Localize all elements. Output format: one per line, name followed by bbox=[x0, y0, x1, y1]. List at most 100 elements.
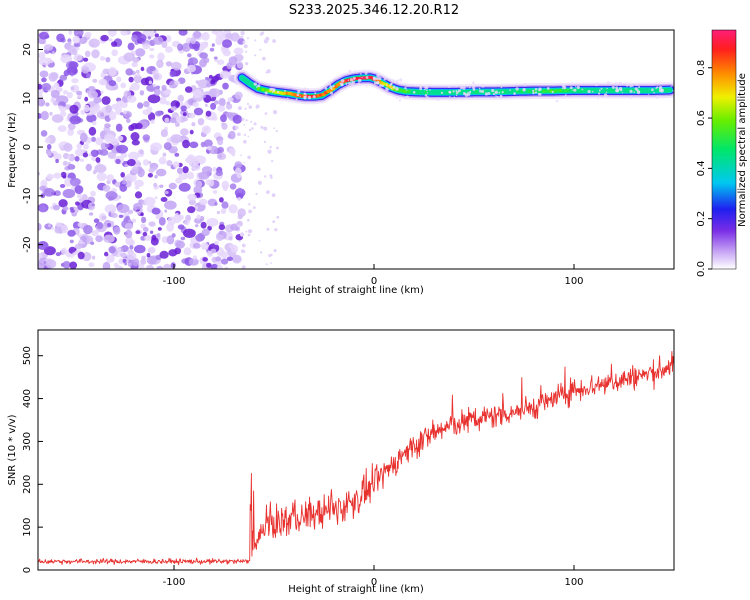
noise-blob bbox=[245, 230, 248, 233]
noise-blob bbox=[150, 119, 155, 124]
top-y-tick-label: 0 bbox=[22, 144, 33, 150]
ridge-speckle bbox=[621, 92, 623, 94]
noise-blob bbox=[80, 109, 86, 115]
colorbar-tick-label: 0.2 bbox=[696, 211, 707, 227]
noise-blob bbox=[226, 256, 233, 262]
noise-blob bbox=[52, 100, 59, 106]
ridge-speckle bbox=[424, 86, 427, 89]
ridge-speckle bbox=[379, 84, 382, 87]
ridge-band bbox=[234, 69, 674, 105]
noise-blob bbox=[93, 96, 102, 104]
noise-blob bbox=[70, 86, 75, 91]
noise-blob bbox=[241, 243, 246, 248]
noise-blob bbox=[248, 128, 252, 132]
ridge-speckle bbox=[307, 95, 312, 100]
noise-blob bbox=[222, 185, 228, 191]
noise-blob bbox=[134, 244, 146, 254]
noise-blob bbox=[264, 112, 268, 115]
noise-blob bbox=[125, 173, 137, 183]
noise-blob bbox=[191, 122, 196, 127]
noise-blob bbox=[90, 241, 95, 245]
noise-blob bbox=[128, 76, 134, 83]
noise-blob bbox=[208, 74, 213, 79]
ridge-speckle bbox=[561, 84, 566, 88]
ridge-speckle bbox=[365, 76, 369, 79]
ridge-speckle bbox=[659, 89, 661, 91]
noise-blob bbox=[129, 244, 134, 250]
noise-blob bbox=[91, 230, 99, 237]
noise-blob bbox=[39, 70, 49, 78]
ridge-speckle bbox=[419, 85, 423, 89]
noise-blob bbox=[170, 262, 176, 269]
noise-blob bbox=[124, 164, 129, 168]
noise-blob bbox=[225, 112, 234, 118]
ridge-speckle bbox=[348, 82, 352, 86]
noise-blob bbox=[212, 190, 218, 194]
noise-blob bbox=[174, 152, 180, 157]
noise-blob bbox=[81, 66, 90, 74]
noise-blob bbox=[175, 212, 179, 217]
noise-blob bbox=[206, 145, 212, 151]
ridge-speckle bbox=[330, 91, 333, 95]
top-y-tick-label: 20 bbox=[22, 43, 33, 56]
noise-blob bbox=[105, 57, 111, 63]
noise-blob bbox=[67, 128, 74, 136]
noise-blob bbox=[155, 168, 167, 177]
noise-blob bbox=[220, 251, 229, 259]
noise-blob bbox=[134, 122, 143, 130]
ridge-speckle bbox=[501, 91, 504, 94]
ridge-speckle bbox=[522, 88, 526, 92]
ridge-speckle bbox=[448, 85, 451, 88]
noise-blob bbox=[219, 230, 224, 235]
noise-blob bbox=[103, 133, 115, 143]
noise-blob bbox=[211, 116, 218, 121]
noise-blob bbox=[113, 226, 121, 235]
ridge-speckle bbox=[392, 85, 396, 89]
ridge-speckle bbox=[389, 84, 392, 87]
noise-blob bbox=[101, 215, 107, 220]
ridge-speckle bbox=[496, 96, 499, 98]
noise-blob bbox=[96, 172, 107, 182]
colorbar-tick-label: 0.6 bbox=[696, 110, 707, 126]
noise-blob bbox=[188, 112, 196, 119]
noise-blob bbox=[148, 246, 156, 254]
noise-blob bbox=[131, 166, 139, 174]
noise-blob bbox=[266, 190, 270, 195]
noise-blob bbox=[90, 190, 96, 197]
noise-blob bbox=[53, 153, 62, 161]
bottom-y-tick-label: 500 bbox=[22, 346, 33, 365]
noise-blob bbox=[100, 90, 104, 94]
ridge-speckle bbox=[312, 95, 316, 99]
noise-blob bbox=[45, 102, 50, 107]
noise-blob bbox=[140, 212, 144, 217]
noise-blob bbox=[146, 255, 157, 265]
noise-blob bbox=[140, 66, 145, 71]
noise-blob bbox=[68, 246, 77, 254]
ridge-speckle bbox=[638, 86, 641, 88]
noise-blob bbox=[231, 151, 236, 157]
noise-blob bbox=[89, 212, 94, 216]
noise-blob bbox=[68, 153, 75, 162]
noise-blob bbox=[201, 125, 211, 135]
noise-blob bbox=[74, 148, 84, 157]
noise-blob bbox=[143, 100, 150, 108]
ridge-speckle bbox=[345, 82, 348, 86]
ridge-speckle bbox=[277, 91, 280, 94]
noise-blob bbox=[170, 134, 183, 144]
noise-blob bbox=[169, 70, 176, 78]
noise-blob bbox=[240, 31, 245, 36]
noise-blob bbox=[117, 135, 124, 142]
noise-blob bbox=[107, 223, 112, 227]
noise-blob bbox=[156, 59, 164, 68]
ridge-speckle bbox=[563, 95, 566, 99]
noise-blob bbox=[183, 247, 192, 256]
noise-blob bbox=[74, 156, 80, 162]
noise-blob bbox=[239, 232, 245, 237]
ridge-speckle bbox=[658, 85, 663, 90]
noise-blob bbox=[262, 56, 266, 61]
noise-blob bbox=[148, 112, 156, 122]
noise-blob bbox=[51, 51, 55, 55]
noise-blob bbox=[105, 104, 112, 113]
noise-blob bbox=[126, 95, 137, 103]
